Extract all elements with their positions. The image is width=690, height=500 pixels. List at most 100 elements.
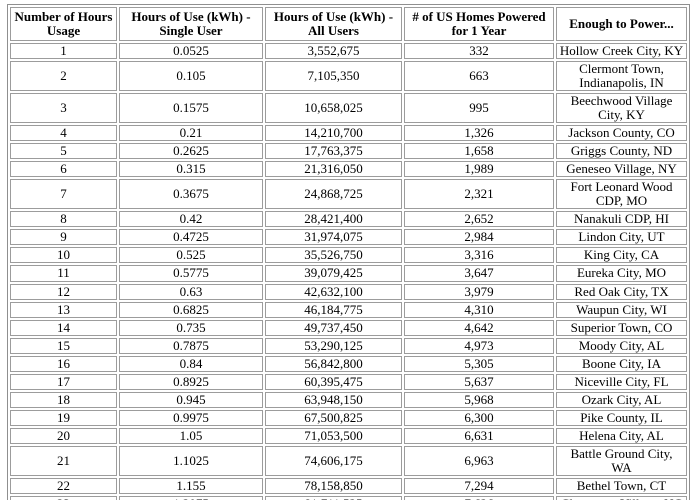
table-cell: Helena City, AL bbox=[556, 427, 687, 444]
table-row: 10 0.525 35,526,750 3,316 King City, CA bbox=[10, 247, 687, 264]
table-cell: 7,105,350 bbox=[265, 61, 402, 92]
table-cell: 23 bbox=[10, 495, 117, 500]
table-cell: 78,158,850 bbox=[265, 477, 402, 494]
table-cell: 10,658,025 bbox=[265, 93, 402, 124]
table-cell: 12 bbox=[10, 283, 117, 300]
table-row: 19 0.9975 67,500,825 6,300 Pike County, IL bbox=[10, 409, 687, 426]
table-cell: 0.6825 bbox=[119, 301, 263, 318]
table-cell: 31,974,075 bbox=[265, 229, 402, 246]
table-cell: 0.42 bbox=[119, 211, 263, 228]
table-cell: 15 bbox=[10, 337, 117, 354]
table-cell: 1 bbox=[10, 43, 117, 60]
table-cell: 0.84 bbox=[119, 355, 263, 372]
table-row: 21 1.1025 74,606,175 6,963 Battle Ground Cit… bbox=[10, 445, 687, 476]
table-cell: 4 bbox=[10, 125, 117, 142]
table-cell: 8 bbox=[10, 211, 117, 228]
table-row: 17 0.8925 60,395,475 5,637 Niceville City, F… bbox=[10, 373, 687, 390]
table-cell: 1.1025 bbox=[119, 445, 263, 476]
table-cell: Niceville City, FL bbox=[556, 373, 687, 390]
table-cell: 11 bbox=[10, 265, 117, 282]
table-cell: Bethel Town, CT bbox=[556, 477, 687, 494]
table-cell: 28,421,400 bbox=[265, 211, 402, 228]
table-cell: 1,989 bbox=[404, 161, 554, 178]
table-cell: Eureka City, MO bbox=[556, 265, 687, 282]
column-header: Hours of Use (kWh) - Single User bbox=[119, 7, 263, 42]
table-cell: 53,290,125 bbox=[265, 337, 402, 354]
table-cell: 0.21 bbox=[119, 125, 263, 142]
table-cell: 17 bbox=[10, 373, 117, 390]
table-cell: 7,294 bbox=[404, 477, 554, 494]
table-cell: Geneseo Village, NY bbox=[556, 161, 687, 178]
table-cell: 1.2075 bbox=[119, 495, 263, 500]
table-cell: 18 bbox=[10, 391, 117, 408]
table-cell: 81,711,525 bbox=[265, 495, 402, 500]
table-cell: Hollow Creek City, KY bbox=[556, 43, 687, 60]
table-row: 1 0.0525 3,552,675 332 Hollow Creek City, KY bbox=[10, 43, 687, 60]
table-cell: 4,310 bbox=[404, 301, 554, 318]
table-cell: 10 bbox=[10, 247, 117, 264]
table-cell: 63,948,150 bbox=[265, 391, 402, 408]
table-cell: Nanakuli CDP, HI bbox=[556, 211, 687, 228]
table-row: 7 0.3675 24,868,725 2,321 Fort Leonard Wood … bbox=[10, 179, 687, 210]
table-cell: 3,552,675 bbox=[265, 43, 402, 60]
table-cell: 0.5775 bbox=[119, 265, 263, 282]
table-row: 3 0.1575 10,658,025 995 Beechwood Village Ci… bbox=[10, 93, 687, 124]
table-cell: 7,626 bbox=[404, 495, 554, 500]
table-cell: 49,737,450 bbox=[265, 319, 402, 336]
table-cell: Clemmons Village, NC bbox=[556, 495, 687, 500]
table-row: 20 1.05 71,053,500 6,631 Helena City, AL bbox=[10, 427, 687, 444]
table-row: 22 1.155 78,158,850 7,294 Bethel Town, CT bbox=[10, 477, 687, 494]
table-cell: 5,968 bbox=[404, 391, 554, 408]
table-cell: 0.7875 bbox=[119, 337, 263, 354]
table-cell: 4,642 bbox=[404, 319, 554, 336]
header-row: Number of Hours Usage Hours of Use (kWh) … bbox=[10, 7, 687, 42]
table-row: 13 0.6825 46,184,775 4,310 Waupun City, WI bbox=[10, 301, 687, 318]
table-cell: 1,658 bbox=[404, 143, 554, 160]
table-cell: 663 bbox=[404, 61, 554, 92]
table-cell: Superior Town, CO bbox=[556, 319, 687, 336]
table-cell: 42,632,100 bbox=[265, 283, 402, 300]
table-cell: 3,979 bbox=[404, 283, 554, 300]
table-cell: 0.735 bbox=[119, 319, 263, 336]
table-cell: 6,963 bbox=[404, 445, 554, 476]
table-cell: 5,305 bbox=[404, 355, 554, 372]
table-cell: 9 bbox=[10, 229, 117, 246]
table-cell: 1.155 bbox=[119, 477, 263, 494]
table-cell: 71,053,500 bbox=[265, 427, 402, 444]
table-cell: Fort Leonard Wood CDP, MO bbox=[556, 179, 687, 210]
table-row: 8 0.42 28,421,400 2,652 Nanakuli CDP, HI bbox=[10, 211, 687, 228]
table-cell: 74,606,175 bbox=[265, 445, 402, 476]
table-cell: 0.1575 bbox=[119, 93, 263, 124]
table-row: 2 0.105 7,105,350 663 Clermont Town, Indiana… bbox=[10, 61, 687, 92]
table-cell: Jackson County, CO bbox=[556, 125, 687, 142]
table-cell: 7 bbox=[10, 179, 117, 210]
table-cell: 1,326 bbox=[404, 125, 554, 142]
table-cell: 5 bbox=[10, 143, 117, 160]
table-row: 9 0.4725 31,974,075 2,984 Lindon City, UT bbox=[10, 229, 687, 246]
table-row: 11 0.5775 39,079,425 3,647 Eureka City, MO bbox=[10, 265, 687, 282]
table-row: 15 0.7875 53,290,125 4,973 Moody City, AL bbox=[10, 337, 687, 354]
table-row: 6 0.315 21,316,050 1,989 Geneseo Village, NY bbox=[10, 161, 687, 178]
table-cell: 0.9975 bbox=[119, 409, 263, 426]
table-cell: Red Oak City, TX bbox=[556, 283, 687, 300]
table-cell: 4,973 bbox=[404, 337, 554, 354]
table-cell: 5,637 bbox=[404, 373, 554, 390]
table-cell: 14 bbox=[10, 319, 117, 336]
table-cell: 0.4725 bbox=[119, 229, 263, 246]
table-cell: Ozark City, AL bbox=[556, 391, 687, 408]
table-cell: 6,300 bbox=[404, 409, 554, 426]
table-cell: 13 bbox=[10, 301, 117, 318]
table-cell: 46,184,775 bbox=[265, 301, 402, 318]
table-cell: 67,500,825 bbox=[265, 409, 402, 426]
table-cell: 0.2625 bbox=[119, 143, 263, 160]
column-header: Enough to Power... bbox=[556, 7, 687, 42]
table-row: 231.207581,711,5257,626Clemmons Village,… bbox=[10, 495, 687, 500]
table-row: 5 0.2625 17,763,375 1,658 Griggs County, ND bbox=[10, 143, 687, 160]
table-header: Number of Hours Usage Hours of Use (kWh) … bbox=[10, 7, 687, 42]
table-cell: Lindon City, UT bbox=[556, 229, 687, 246]
table-cell: 0.3675 bbox=[119, 179, 263, 210]
table-cell: Battle Ground City, WA bbox=[556, 445, 687, 476]
table-cell: Boone City, IA bbox=[556, 355, 687, 372]
table-cell: 6,631 bbox=[404, 427, 554, 444]
